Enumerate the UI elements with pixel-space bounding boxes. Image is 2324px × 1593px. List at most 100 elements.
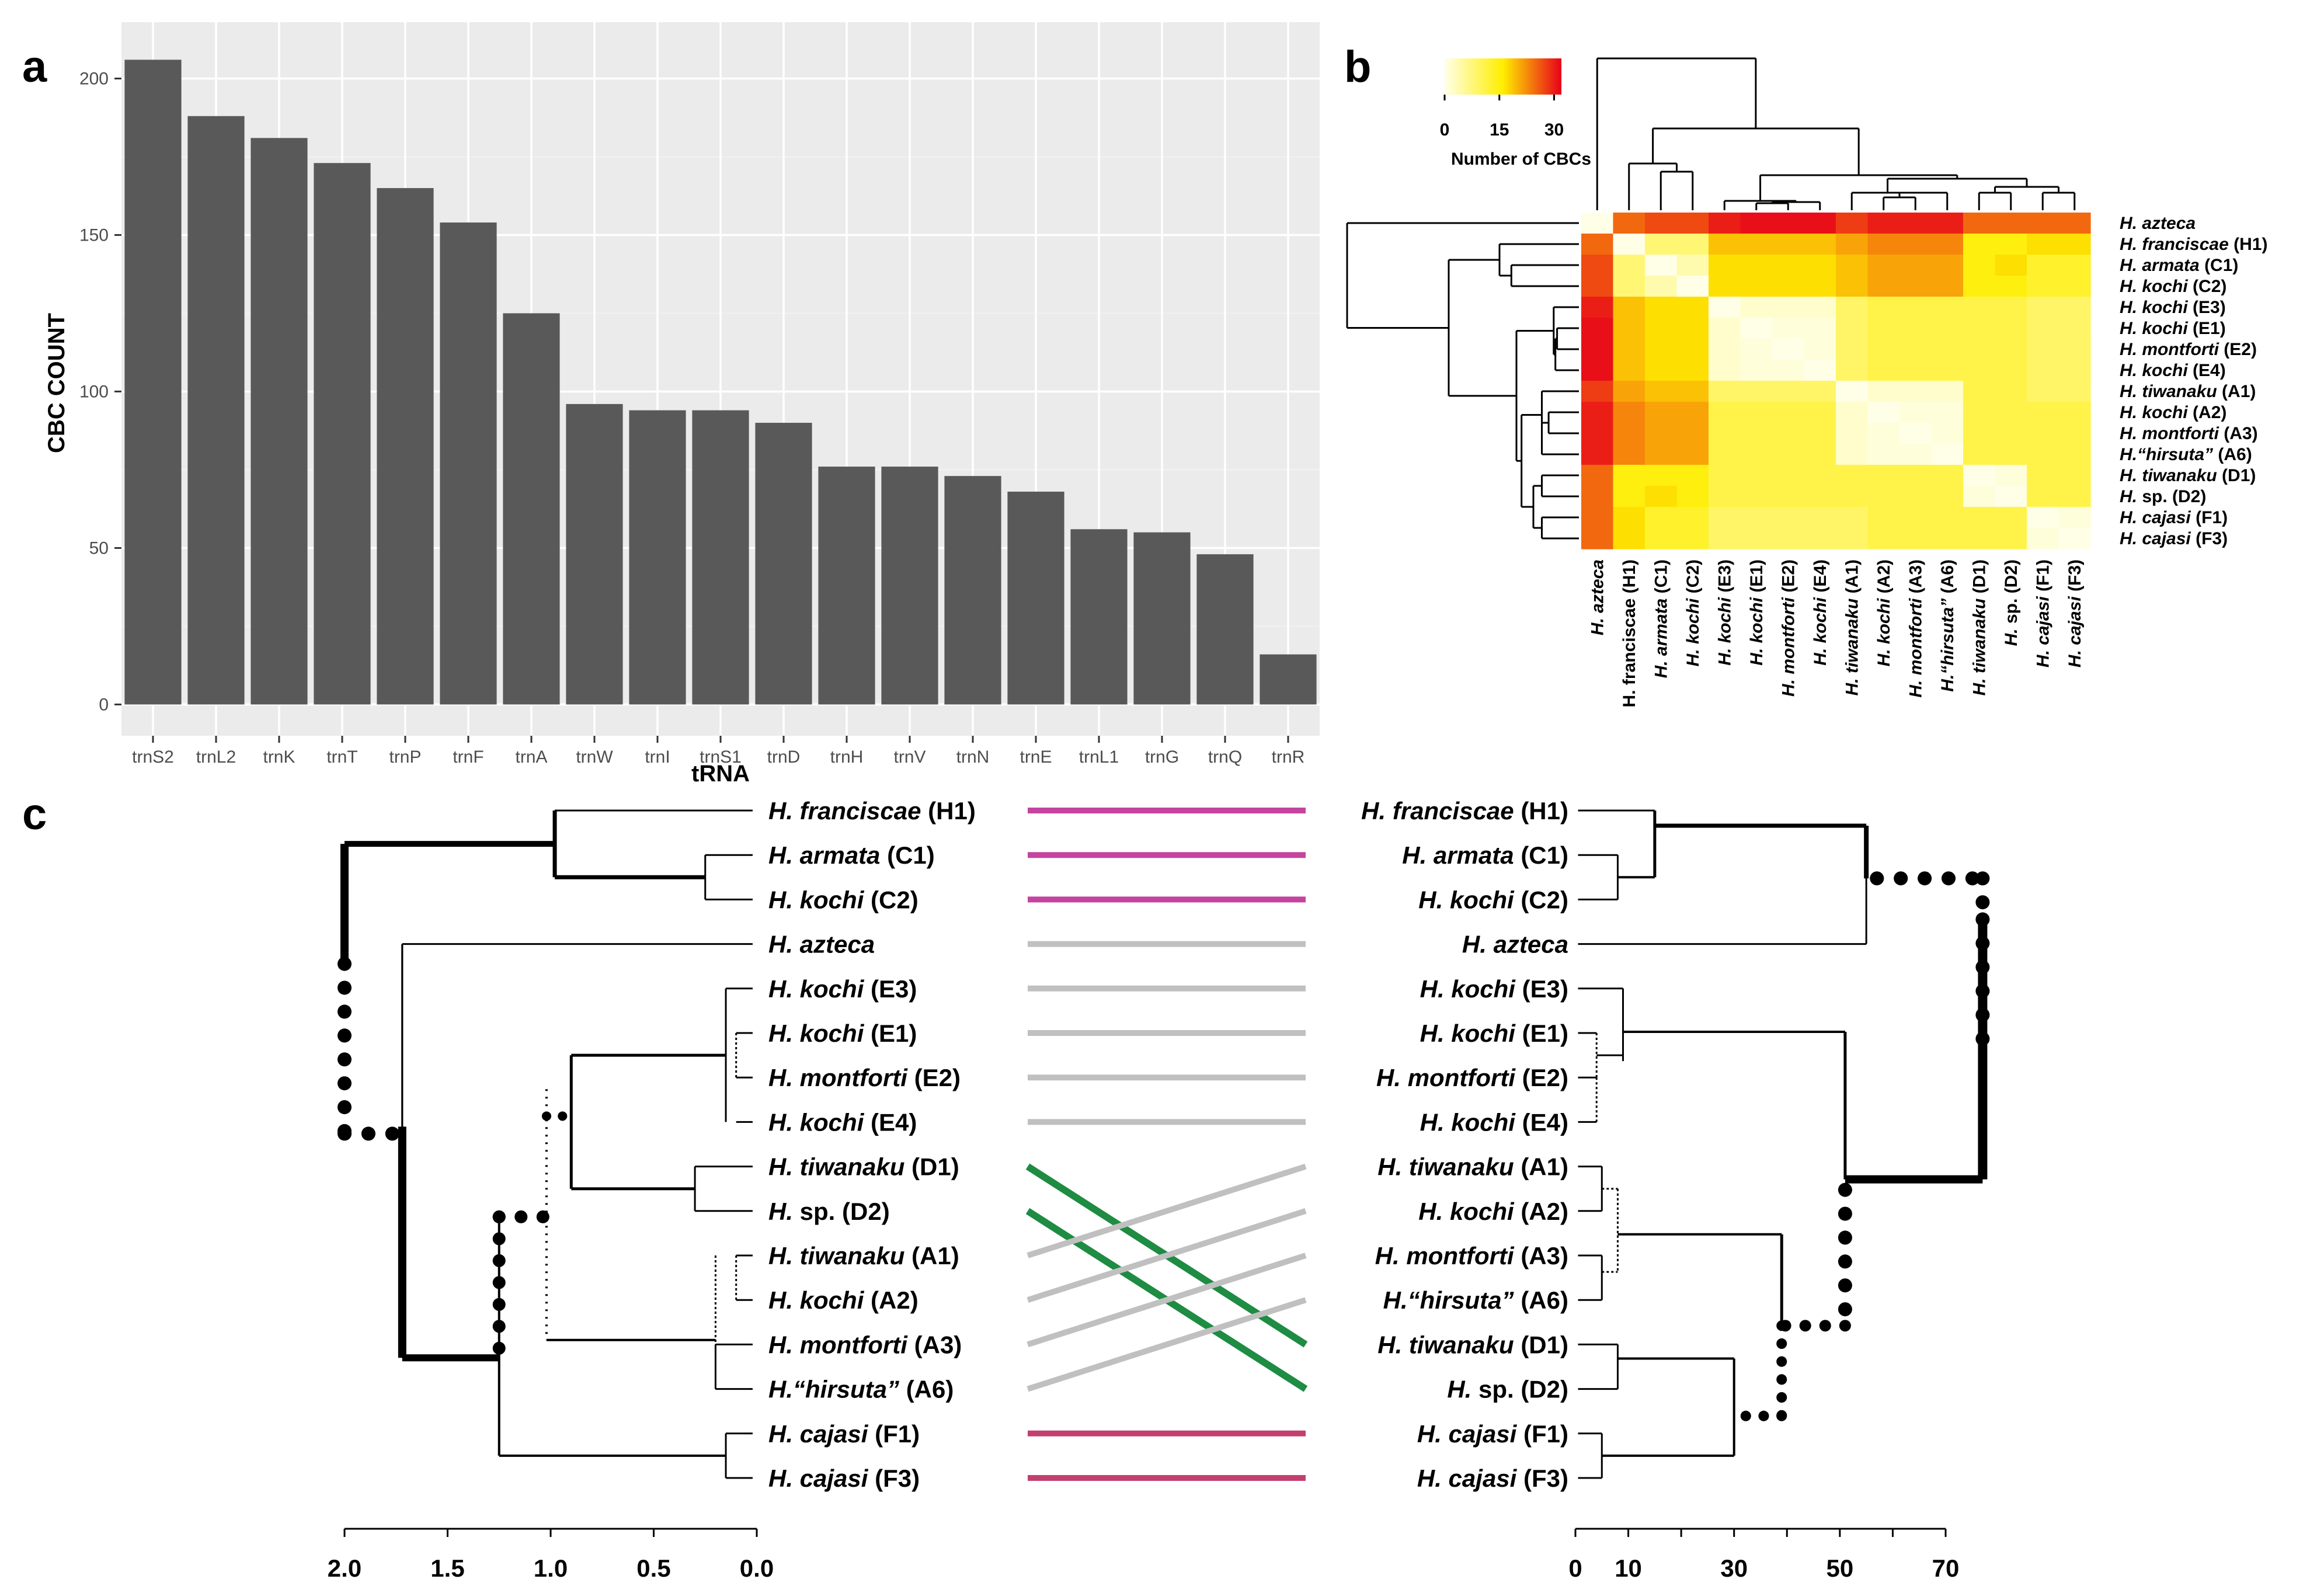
heatmap-cell xyxy=(1645,423,1678,444)
heatmap-cell xyxy=(1867,318,1900,339)
heatmap-cell xyxy=(1963,402,1996,423)
heatmap-cell xyxy=(2058,528,2091,549)
x-tick-label: trnG xyxy=(1145,747,1179,767)
right-leaf-label: H. kochi (A2) xyxy=(1418,1198,1568,1225)
bar-trnA xyxy=(503,313,560,705)
column-label: H. kochi (A2) xyxy=(1874,559,1894,666)
x-tick-label: trnV xyxy=(893,747,926,767)
y-axis-title: CBC COUNT xyxy=(44,313,69,453)
heatmap-cell xyxy=(1645,234,1678,255)
heatmap-cell xyxy=(1581,402,1614,423)
heatmap-cell xyxy=(1645,360,1678,381)
heatmap-cell xyxy=(1867,339,1900,360)
heatmap-cell xyxy=(2058,213,2091,234)
axis-tick-label: 0.0 xyxy=(740,1554,774,1582)
heatmap-cell xyxy=(1899,339,1932,360)
left-leaf-label: H.“hirsuta” (A6) xyxy=(768,1376,954,1403)
left-leaf-label: H. kochi (E4) xyxy=(768,1108,917,1136)
tanglegram-link xyxy=(1027,1253,1307,1348)
heatmap-cell xyxy=(1676,528,1709,549)
heatmap-cell xyxy=(2027,444,2059,465)
axis-tick-label: 1.0 xyxy=(534,1554,568,1582)
heatmap-cell xyxy=(1867,234,1900,255)
heatmap-cell xyxy=(2058,318,2091,339)
heatmap-cell xyxy=(1676,507,1709,528)
bar-trnP xyxy=(377,188,434,705)
heatmap-cell xyxy=(1613,318,1645,339)
heatmap-cell xyxy=(1709,507,1741,528)
colorbar-ticks: 0 15 30 xyxy=(1440,95,1564,140)
heatmap-cell xyxy=(1836,528,1869,549)
bar-trnL1 xyxy=(1070,529,1128,705)
right-leaf-label: H. franciscae (H1) xyxy=(1361,797,1568,825)
heatmap-cell xyxy=(1645,402,1678,423)
heatmap-cell xyxy=(1772,318,1805,339)
left-leaf-label: H. kochi (E1) xyxy=(768,1020,917,1047)
heatmap-cell xyxy=(1867,423,1900,444)
heatmap-cell xyxy=(2058,276,2091,297)
right-leaf-label: H. azteca xyxy=(1462,931,1568,958)
heatmap-cell xyxy=(1931,381,1964,402)
heatmap-cell xyxy=(1645,507,1678,528)
heatmap-cell xyxy=(1899,360,1932,381)
heatmap-cell xyxy=(1772,276,1805,297)
tanglegram: H. franciscae (H1) H. armata (C1) H. kochi… xyxy=(328,797,1990,1582)
heatmap-cell xyxy=(1709,444,1741,465)
left-leaf-label: H. montforti (A3) xyxy=(768,1331,962,1358)
heatmap-cell xyxy=(1709,465,1741,486)
heatmap-cell xyxy=(1963,318,1996,339)
heatmap-cell xyxy=(1740,423,1773,444)
heatmap-cell xyxy=(2058,486,2091,507)
x-tick-label: trnR xyxy=(1272,747,1305,767)
heatmap-cell xyxy=(1709,255,1741,276)
right-tree xyxy=(1578,809,1990,1479)
heatmap-cell xyxy=(2027,276,2059,297)
heatmap-cell xyxy=(1676,465,1709,486)
heatmap-cell xyxy=(1740,339,1773,360)
heatmap-cell xyxy=(1963,528,1996,549)
row-label: H. armata (C1) xyxy=(2120,256,2238,275)
heatmap-cell xyxy=(1772,381,1805,402)
right-leaf-label: H. kochi (C2) xyxy=(1418,886,1568,913)
column-label: H. cajasi (F1) xyxy=(2033,559,2052,667)
left-scale-axis: 2.0 1.5 1.0 0.5 0.0 xyxy=(328,1528,774,1582)
axis-tick-label: 0 xyxy=(1568,1554,1582,1582)
heatmap-cell xyxy=(1836,213,1869,234)
x-tick-label: trnK xyxy=(263,747,295,767)
heatmap-cell xyxy=(1899,507,1932,528)
heatmap-cell xyxy=(1931,423,1964,444)
column-label: H. montforti (A3) xyxy=(1906,559,1925,698)
column-label: H. montforti (E2) xyxy=(1779,559,1798,697)
y-tick-label: 0 xyxy=(99,695,109,714)
heatmap-cell xyxy=(1804,423,1836,444)
heatmap-cell xyxy=(1963,444,1996,465)
heatmap-cell xyxy=(1804,486,1836,507)
column-dendrogram xyxy=(1596,57,2076,210)
heatmap-cell xyxy=(1645,297,1678,318)
heatmap-cell xyxy=(1899,297,1932,318)
bar-chart-x-ticks: trnS2 trnL2 trnK trnT trnP trnF trnA trnW trnI tr… xyxy=(132,736,1304,767)
heatmap-cell xyxy=(2027,234,2059,255)
heatmap-cell xyxy=(1676,255,1709,276)
heatmap-cell xyxy=(1676,234,1709,255)
heatmap-cell xyxy=(1899,528,1932,549)
right-leaf-label: H. kochi (E1) xyxy=(1420,1020,1568,1047)
bar-chart-bars xyxy=(124,60,1317,705)
heatmap-cell xyxy=(1645,444,1678,465)
bar-trnN xyxy=(944,476,1001,705)
heatmap-cell xyxy=(1995,255,2027,276)
left-leaf-label: H. kochi (A2) xyxy=(768,1286,919,1314)
right-leaf-label: H. tiwanaku (A1) xyxy=(1377,1153,1568,1181)
heatmap-cell xyxy=(1676,423,1709,444)
tanglegram-links xyxy=(1025,808,1308,1481)
heatmap-cell xyxy=(1581,213,1614,234)
row-label: H.“hirsuta” (A6) xyxy=(2120,445,2252,464)
heatmap-cell xyxy=(1836,507,1869,528)
heatmap-cell xyxy=(1867,381,1900,402)
right-leaf-label: H.“hirsuta” (A6) xyxy=(1383,1286,1568,1314)
heatmap-cell xyxy=(1772,444,1805,465)
heatmap-cell xyxy=(1899,255,1932,276)
heatmap-cell xyxy=(1899,318,1932,339)
heatmap-cell xyxy=(1836,486,1869,507)
heatmap-cell xyxy=(2027,486,2059,507)
